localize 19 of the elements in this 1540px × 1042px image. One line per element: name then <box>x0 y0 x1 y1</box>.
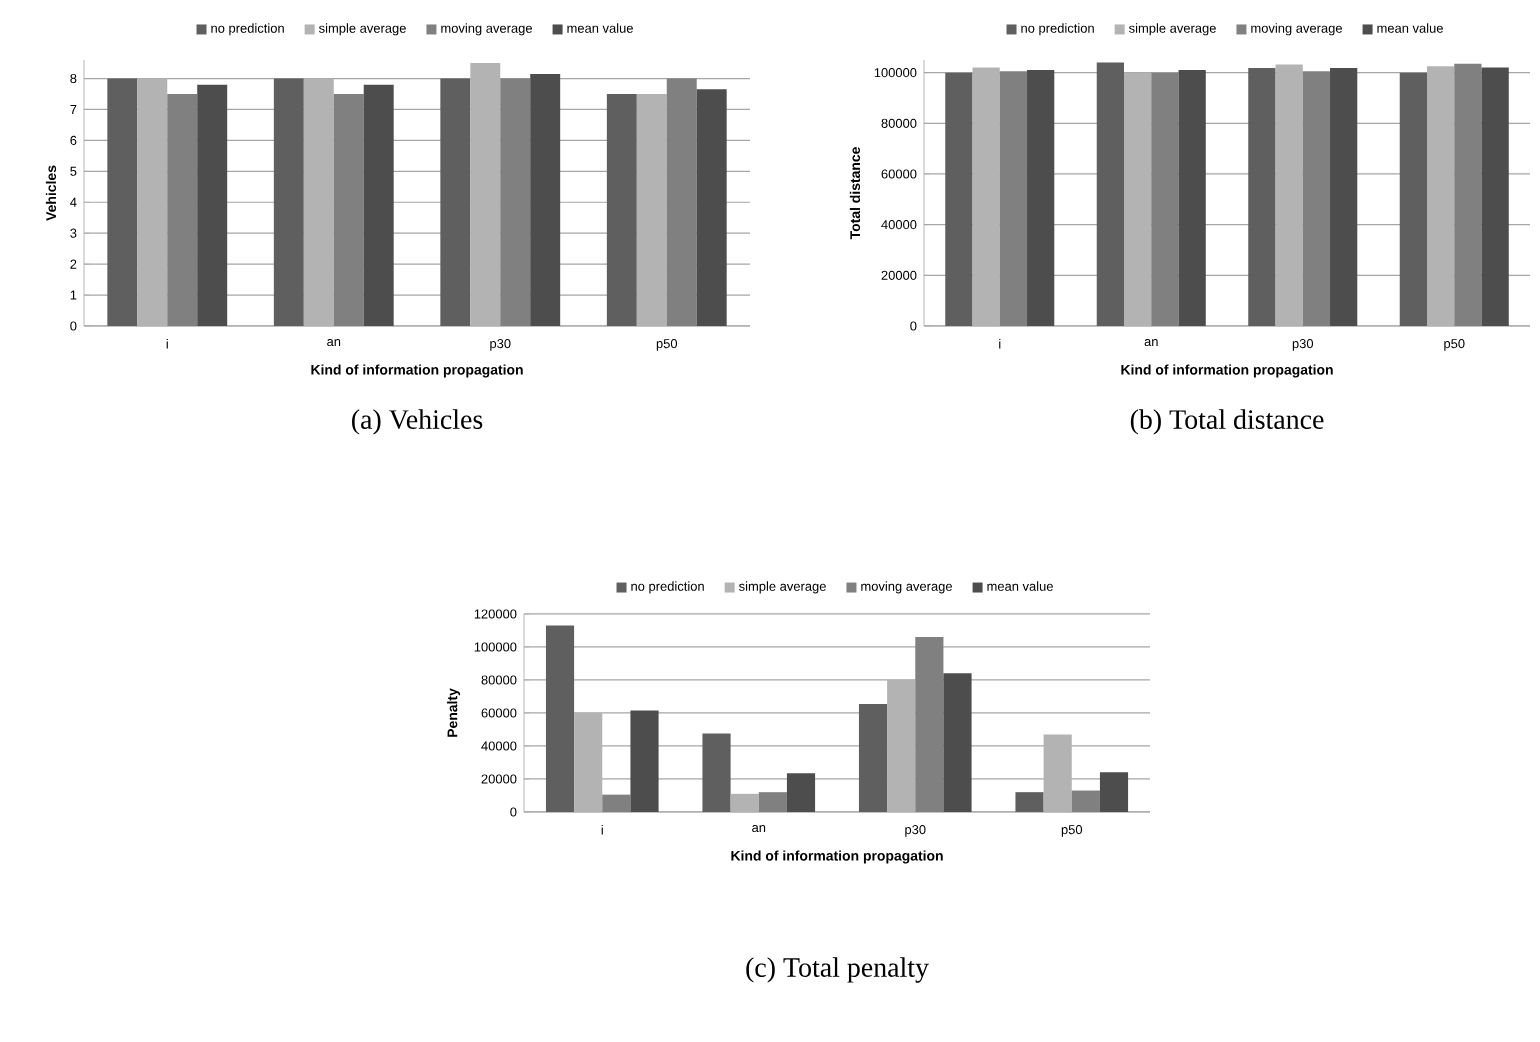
bar <box>545 625 575 812</box>
bar <box>943 673 972 812</box>
text: (c) Total penalty <box>746 957 929 983</box>
bar <box>915 637 944 812</box>
bar <box>758 792 787 812</box>
text: (b) Total distance <box>1130 409 1324 435</box>
bar <box>1071 790 1100 812</box>
bar <box>786 773 816 812</box>
bar <box>630 710 659 812</box>
bar <box>1015 792 1044 812</box>
bar <box>730 793 759 812</box>
bar <box>602 794 631 812</box>
text: (a) Vehicles <box>352 409 483 435</box>
bar <box>858 703 888 812</box>
bar <box>1099 772 1129 812</box>
bar <box>574 712 603 812</box>
bar <box>887 679 916 812</box>
bar <box>1043 734 1072 812</box>
bar <box>702 733 731 812</box>
